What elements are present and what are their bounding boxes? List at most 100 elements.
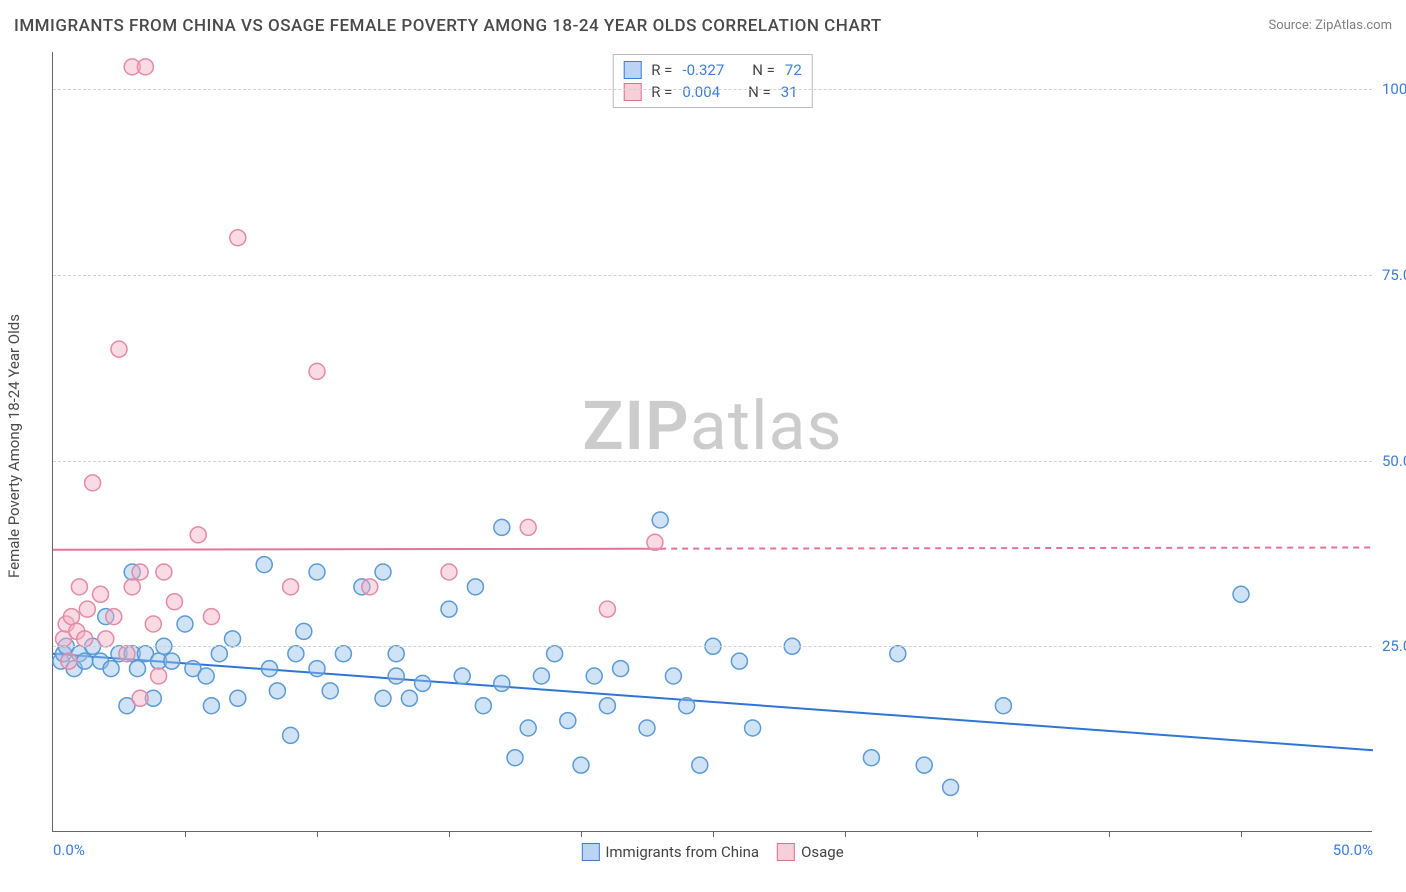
data-point xyxy=(863,750,879,766)
y-axis-label: Female Poverty Among 18-24 Year Olds xyxy=(5,314,23,578)
legend-series-item: Immigrants from China xyxy=(581,843,759,861)
data-point xyxy=(599,601,615,617)
data-point xyxy=(388,646,404,662)
trend-line-solid xyxy=(53,654,1373,751)
data-point xyxy=(1233,586,1249,602)
gridline-h xyxy=(53,89,1372,90)
data-point xyxy=(652,512,668,528)
gridline-h xyxy=(53,275,1372,276)
data-point xyxy=(520,720,536,736)
data-point xyxy=(203,698,219,714)
data-point xyxy=(375,564,391,580)
data-point xyxy=(890,646,906,662)
data-point xyxy=(225,631,241,647)
data-point xyxy=(335,646,351,662)
data-point xyxy=(309,363,325,379)
data-point xyxy=(494,519,510,535)
data-point xyxy=(586,668,602,684)
y-tick-label: 75.0% xyxy=(1382,266,1394,284)
data-point xyxy=(230,230,246,246)
data-point xyxy=(77,631,93,647)
data-point xyxy=(599,698,615,714)
data-point xyxy=(198,668,214,684)
data-point xyxy=(520,519,536,535)
legend-series: Immigrants from China Osage xyxy=(581,843,843,861)
x-tick-mark xyxy=(845,831,846,837)
data-point xyxy=(129,661,145,677)
data-point xyxy=(93,586,109,602)
chart-container: IMMIGRANTS FROM CHINA VS OSAGE FEMALE PO… xyxy=(0,0,1406,892)
y-tick-label: 50.0% xyxy=(1382,452,1394,470)
legend-swatch xyxy=(581,843,599,861)
data-point xyxy=(547,646,563,662)
data-point xyxy=(151,668,167,684)
x-tick-mark xyxy=(1241,831,1242,837)
data-point xyxy=(111,341,127,357)
data-point xyxy=(362,579,378,595)
legend-correlation: R = -0.327 N = 72 R = 0.004 N = 31 xyxy=(612,54,813,108)
data-point xyxy=(441,564,457,580)
data-point xyxy=(261,661,277,677)
data-point xyxy=(177,616,193,632)
data-point xyxy=(573,757,589,773)
data-point xyxy=(647,534,663,550)
data-point xyxy=(745,720,761,736)
data-point xyxy=(613,661,629,677)
legend-n-value: 31 xyxy=(781,83,798,101)
data-point xyxy=(230,690,246,706)
data-point xyxy=(283,727,299,743)
legend-swatch xyxy=(623,83,641,101)
data-point xyxy=(98,631,114,647)
data-point xyxy=(203,609,219,625)
data-point xyxy=(63,609,79,625)
data-point xyxy=(309,661,325,677)
data-point xyxy=(269,683,285,699)
x-tick-mark xyxy=(185,831,186,837)
data-point xyxy=(560,713,576,729)
legend-n-label: N = xyxy=(752,61,775,79)
data-point xyxy=(71,579,87,595)
data-point xyxy=(124,579,140,595)
legend-swatch xyxy=(623,61,641,79)
data-point xyxy=(288,646,304,662)
gridline-h xyxy=(53,461,1372,462)
plot-area: ZIPatlas R = -0.327 N = 72 R = 0.004 N =… xyxy=(52,52,1372,832)
data-point xyxy=(309,564,325,580)
data-point xyxy=(106,609,122,625)
data-point xyxy=(533,668,549,684)
data-point xyxy=(85,475,101,491)
x-tick-mark xyxy=(713,831,714,837)
data-point xyxy=(137,59,153,75)
legend-r-label: R = xyxy=(651,83,672,101)
y-tick-label: 100.0% xyxy=(1382,80,1394,98)
legend-n-label: N = xyxy=(748,83,771,101)
data-point xyxy=(164,653,180,669)
data-point xyxy=(441,601,457,617)
data-point xyxy=(995,698,1011,714)
data-point xyxy=(79,601,95,617)
x-tick-mark xyxy=(581,831,582,837)
data-point xyxy=(415,675,431,691)
legend-series-item: Osage xyxy=(777,843,844,861)
data-point xyxy=(190,527,206,543)
data-point xyxy=(467,579,483,595)
trend-line-solid xyxy=(53,549,660,550)
y-tick-label: 25.0% xyxy=(1382,637,1394,655)
x-tick-mark xyxy=(977,831,978,837)
data-point xyxy=(283,579,299,595)
legend-correlation-row: R = -0.327 N = 72 xyxy=(623,59,802,81)
x-tick-label: 0.0% xyxy=(53,841,85,859)
data-point xyxy=(475,698,491,714)
x-tick-label: 50.0% xyxy=(1333,841,1373,859)
data-point xyxy=(665,668,681,684)
legend-correlation-row: R = 0.004 N = 31 xyxy=(623,81,802,103)
data-point xyxy=(61,653,77,669)
data-point xyxy=(494,675,510,691)
data-point xyxy=(256,557,272,573)
gridline-h xyxy=(53,646,1372,647)
chart-title: IMMIGRANTS FROM CHINA VS OSAGE FEMALE PO… xyxy=(14,16,882,36)
data-point xyxy=(211,646,227,662)
legend-series-label: Immigrants from China xyxy=(605,843,759,861)
data-point xyxy=(943,779,959,795)
legend-series-label: Osage xyxy=(801,843,844,861)
